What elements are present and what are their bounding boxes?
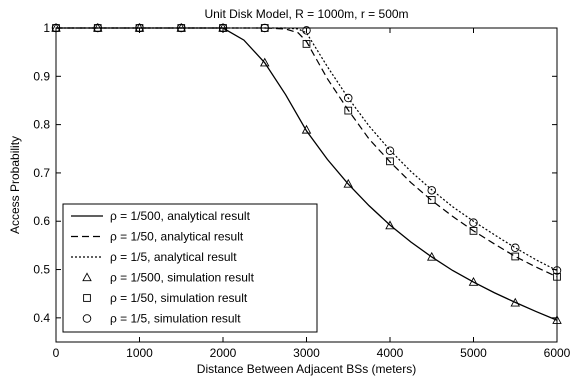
series-5-point	[344, 106, 353, 115]
series-5-point	[427, 196, 436, 204]
x-tick-label: 0	[53, 346, 60, 360]
series-6-point	[469, 218, 478, 227]
chart-title: Unit Disk Model, R = 1000m, r = 500m	[204, 7, 408, 21]
y-tick-label: 0.8	[33, 118, 50, 132]
series-6-point	[385, 146, 395, 155]
y-tick-label: 0.4	[33, 311, 50, 325]
series-6-point	[344, 93, 353, 103]
series-line-3	[56, 27, 558, 272]
y-tick-label: 1	[43, 21, 50, 35]
legend: ρ = 1/500, analytical result ρ = 1/50, an…	[62, 203, 318, 333]
y-tick-label: 0.5	[33, 263, 50, 277]
y-axis-title: Access Probability	[8, 136, 22, 234]
series-4-point	[259, 57, 270, 67]
series-5-point	[469, 227, 478, 235]
legend-label-2: ρ = 1/50, analytical result	[110, 230, 244, 244]
x-tick-label: 3000	[293, 346, 320, 360]
x-tick-label: 5000	[460, 346, 487, 360]
series-line-2	[56, 27, 558, 278]
legend-swatch-4	[82, 272, 92, 282]
series-4-point	[301, 124, 312, 134]
series-5-point	[511, 252, 520, 261]
series-4-point	[343, 178, 354, 188]
legend-label-3: ρ = 1/5, analytical result	[110, 250, 237, 264]
series-5-point	[386, 157, 394, 166]
legend-label-4: ρ = 1/500, simulation result	[110, 271, 255, 285]
series-5-point	[302, 40, 311, 48]
x-tick-label: 2000	[210, 346, 237, 360]
series-6-point	[427, 186, 437, 195]
x-tick-label: 4000	[377, 346, 404, 360]
legend-swatch-6	[82, 314, 92, 323]
x-axis-title: Distance Between Adjacent BSs (meters)	[197, 362, 416, 376]
series-6-point	[302, 26, 311, 35]
x-tick-label: 6000	[544, 346, 571, 360]
series-4-point	[426, 251, 437, 261]
y-tick-label: 0.6	[33, 214, 50, 228]
legend-label-1: ρ = 1/500, analytical result	[110, 209, 251, 223]
axes-layer: 0 1000 2000 3000 4000 5000 6000 0.4 0.5 0.6 0.7 0.8…	[33, 21, 570, 360]
series-4-point	[468, 276, 479, 286]
y-tick-label: 0.7	[33, 166, 50, 180]
legend-box	[62, 203, 318, 333]
legend-label-6: ρ = 1/5, simulation result	[110, 312, 241, 326]
legend-label-5: ρ = 1/50, simulation result	[110, 291, 248, 305]
series-6-point	[511, 243, 520, 253]
y-tick-label: 0.9	[33, 69, 50, 83]
legend-swatch-5	[83, 294, 91, 302]
x-tick-label: 1000	[126, 346, 153, 360]
series-4-point	[385, 220, 395, 230]
series-4-point	[510, 297, 521, 307]
